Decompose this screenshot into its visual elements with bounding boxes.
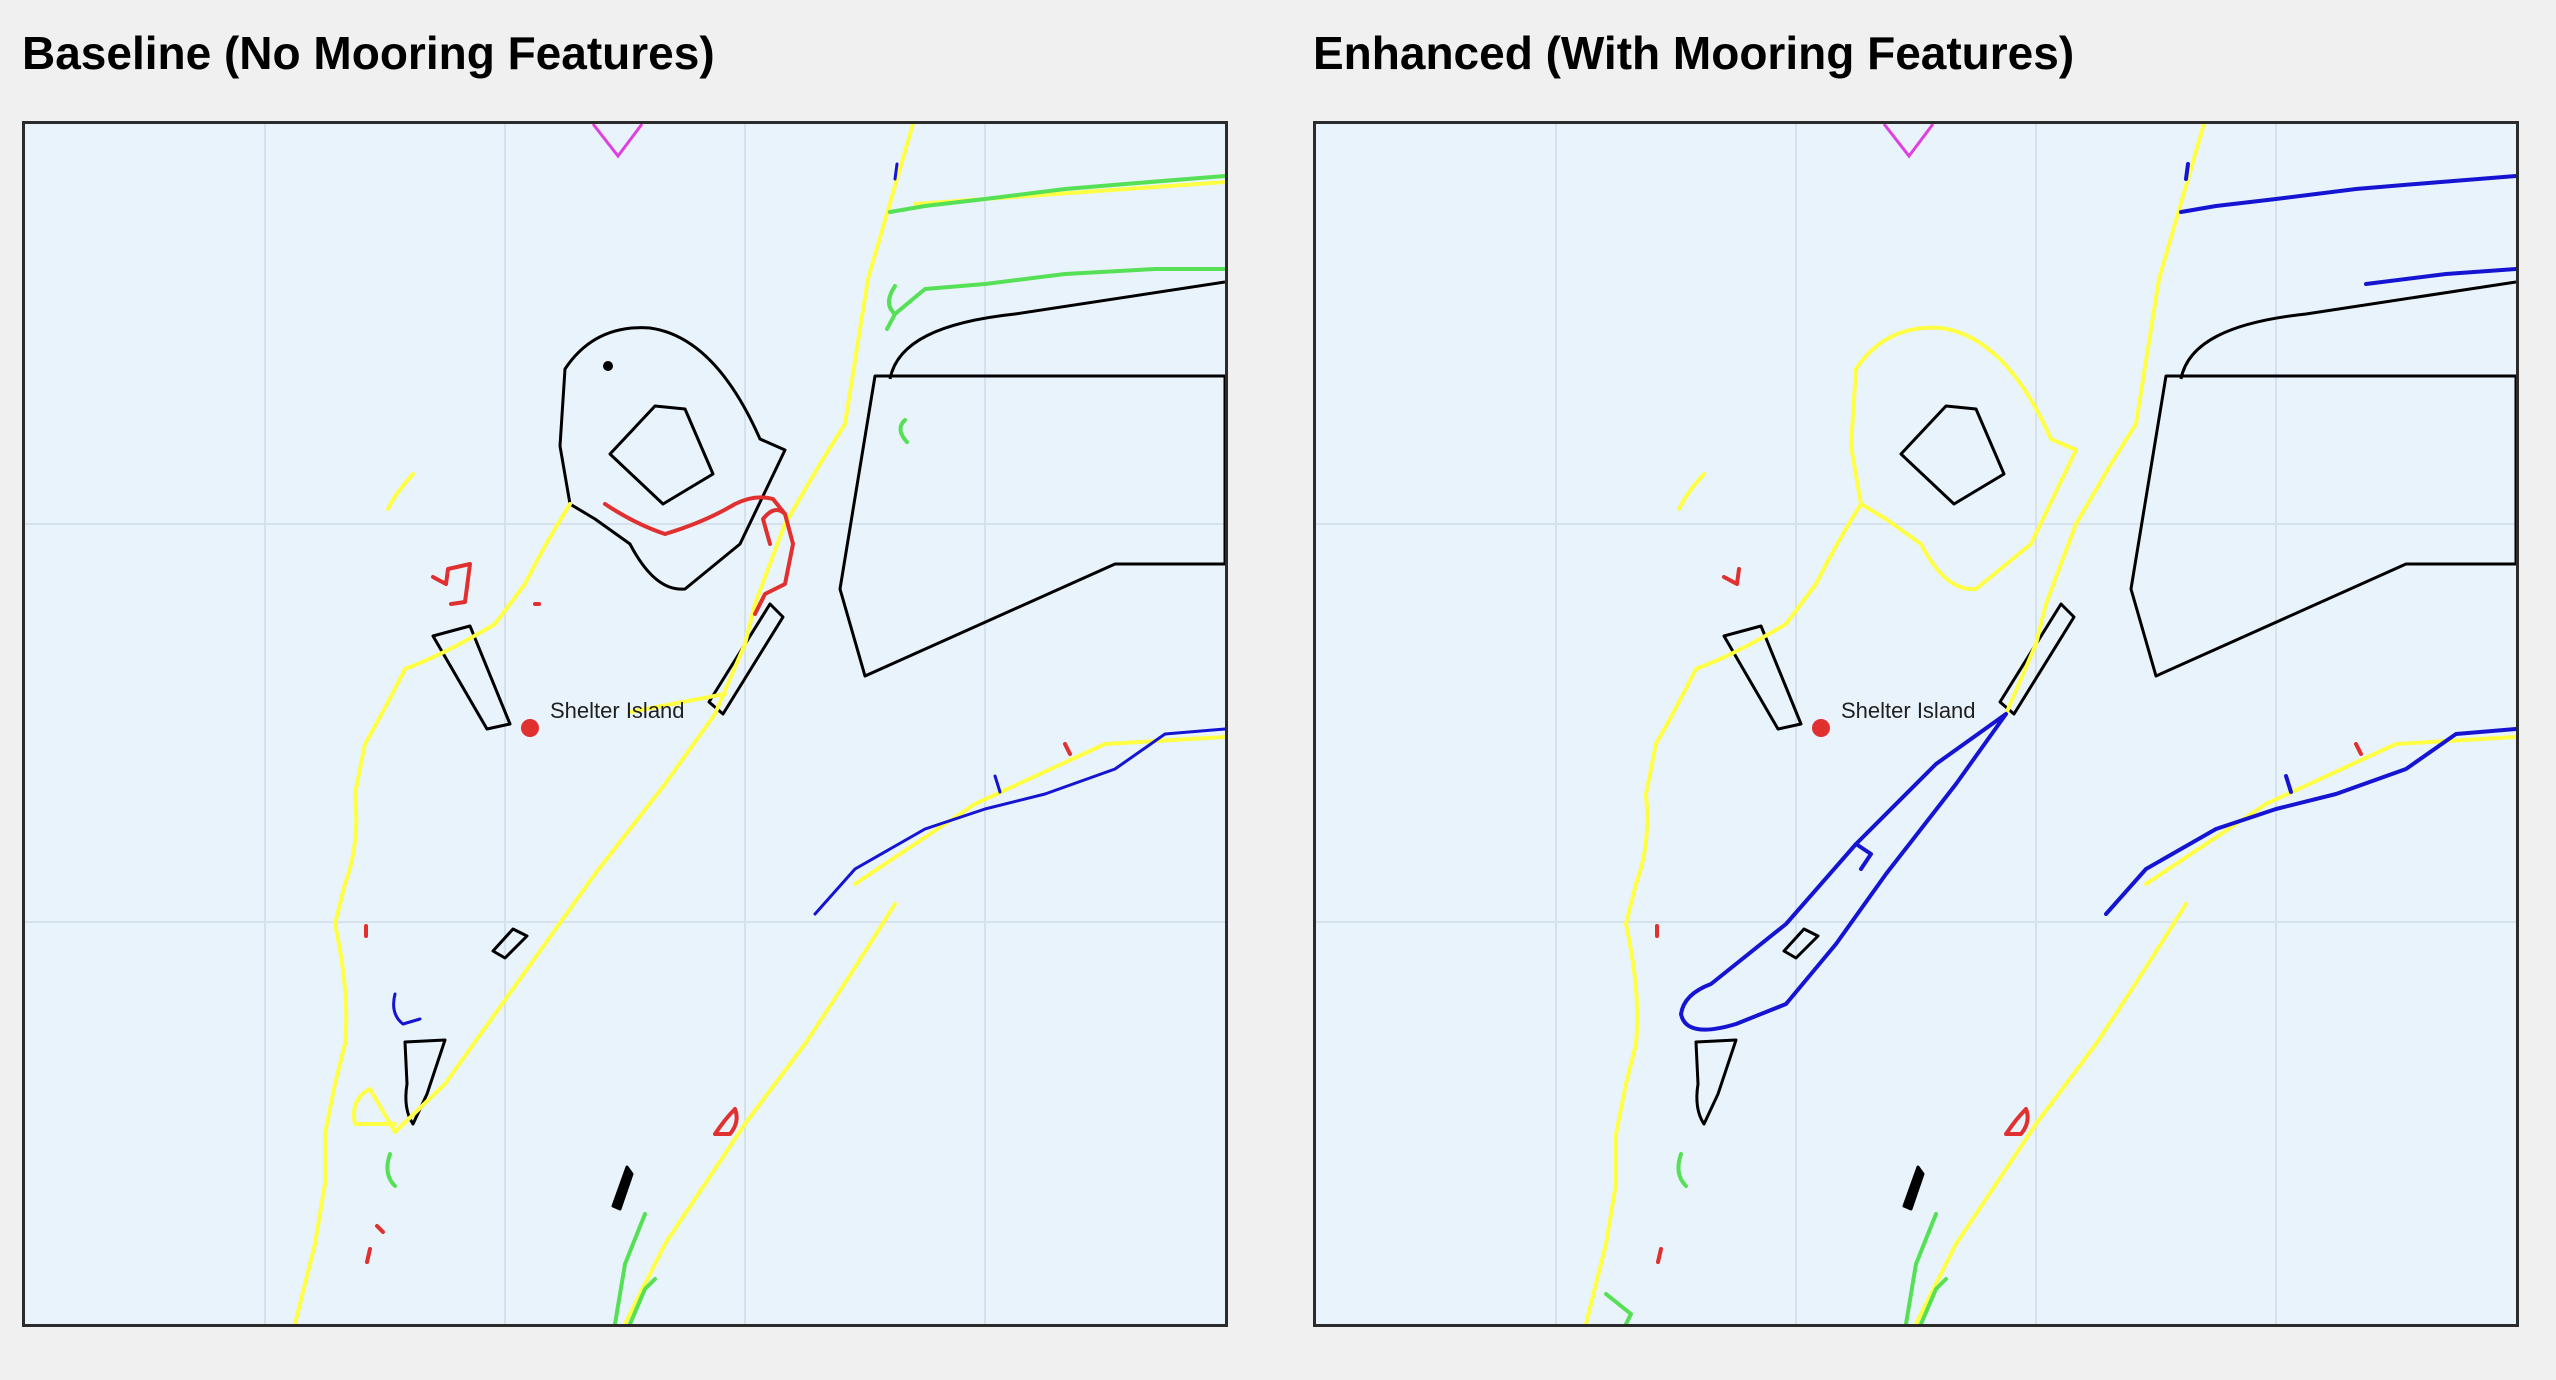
map-baseline[interactable]: Shelter Island [22, 121, 1228, 1327]
red-tracks [364, 495, 1072, 1264]
islet-south [1694, 1038, 1738, 1126]
pier-large [838, 374, 1225, 678]
red-tracks [1655, 567, 2363, 1264]
island-inner-block [1899, 404, 2006, 506]
blue-tracks [1679, 162, 2516, 1032]
panel-title: Baseline (No Mooring Features) [22, 27, 715, 79]
land-outlines [403, 280, 1225, 1211]
place-label: Shelter Island [550, 698, 685, 723]
place-marker [521, 719, 539, 737]
map-enhanced[interactable]: Shelter Island [1313, 121, 2519, 1327]
island-inner-block [608, 404, 715, 506]
land-outlines [1694, 280, 2516, 1211]
islet-tiny [611, 1165, 634, 1211]
jetty-upper [2179, 280, 2516, 380]
map-canvas: Shelter Island [25, 124, 1225, 1324]
yellow-tracks [1584, 124, 2516, 1324]
islet-tiny [1902, 1165, 1925, 1211]
rect-small [491, 927, 529, 960]
place-marker [1812, 719, 1830, 737]
map-canvas: Shelter Island [1316, 124, 2516, 1324]
island-dot [603, 361, 613, 371]
magenta-marker [591, 124, 644, 159]
map-grid [25, 124, 1225, 1324]
breakwater-long [707, 602, 785, 716]
rect-small [1782, 927, 1820, 960]
block-west [431, 624, 512, 731]
island-outline [558, 326, 787, 591]
islet-south [403, 1038, 447, 1126]
breakwater-long [1998, 602, 2076, 716]
pier-large [2129, 374, 2516, 678]
block-west [1722, 624, 1803, 731]
green-tracks [1604, 1152, 1948, 1324]
blue-tracks [392, 162, 1225, 1026]
green-tracks [385, 174, 1225, 1324]
place-label: Shelter Island [1841, 698, 1976, 723]
panel-title: Enhanced (With Mooring Features) [1313, 27, 2075, 79]
yellow-tracks [293, 124, 1225, 1324]
map-grid [1316, 124, 2516, 1324]
jetty-upper [888, 280, 1225, 380]
magenta-marker [1882, 124, 1935, 159]
